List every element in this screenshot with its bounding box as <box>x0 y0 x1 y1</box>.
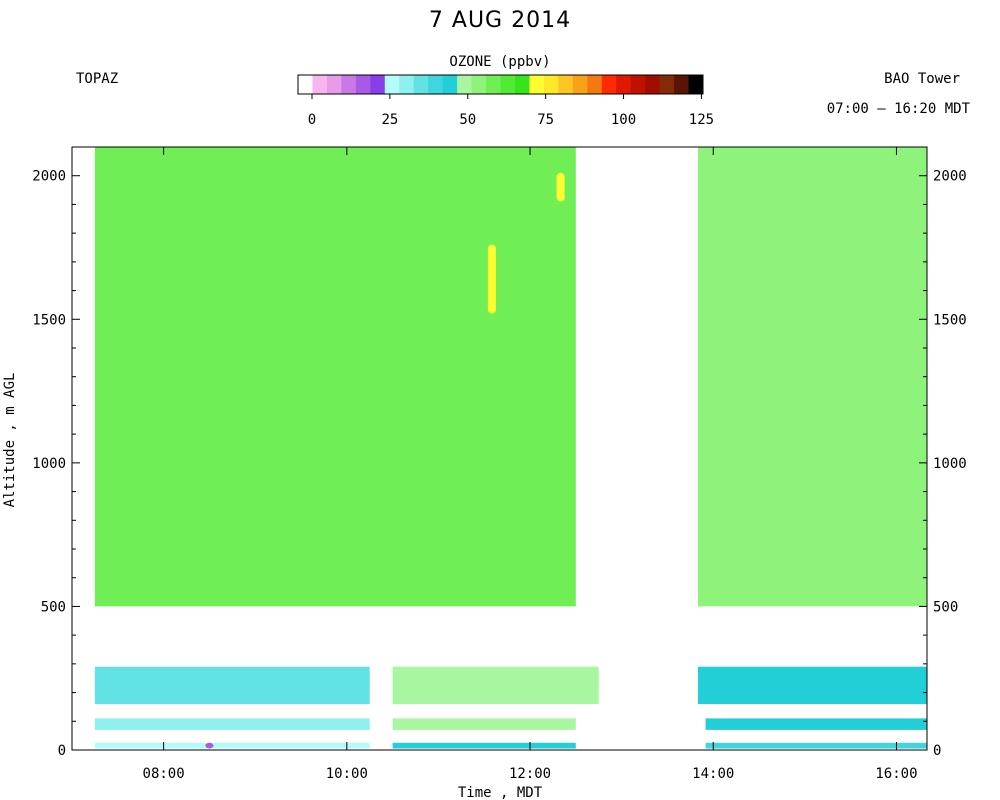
colorbar-swatch <box>543 75 559 94</box>
x-tick-label: 10:00 <box>326 766 368 782</box>
plot-border <box>71 146 928 751</box>
colorbar-swatch <box>630 75 646 94</box>
chart-title: 7 AUG 2014 <box>428 8 572 33</box>
colorbar-tick-label: 75 <box>537 112 554 128</box>
colorbar-swatch <box>514 75 530 94</box>
y-tick-label-right: 2000 <box>933 169 967 185</box>
colorbar-swatch <box>326 75 342 94</box>
colorbar-swatch <box>529 75 545 94</box>
instrument-label: TOPAZ <box>76 71 119 87</box>
ozone-block-tower-low-c <box>705 742 927 749</box>
colorbar-swatch <box>601 75 617 94</box>
colorbar-swatch <box>645 75 660 94</box>
ozone-block-tower-mid-c <box>705 718 927 730</box>
ozone-feature-high-ozone-patch-2 <box>556 172 565 202</box>
ozone-block-tower-mid-b <box>392 718 576 730</box>
colorbar-swatch <box>312 75 328 94</box>
colorbar-swatch <box>558 75 574 94</box>
ozone-block-tower-upper-c <box>698 666 927 704</box>
colorbar-swatch <box>486 75 501 94</box>
colorbar-swatch <box>471 75 487 94</box>
colorbar-swatch <box>428 75 444 94</box>
colorbar-swatch <box>500 75 516 94</box>
ozone-block-lidar-afternoon <box>698 147 927 607</box>
colorbar-swatch <box>572 75 588 94</box>
y-tick-label-left: 2000 <box>32 169 66 185</box>
ozone-feature-high-ozone-patch-1 <box>487 244 496 314</box>
y-axis-label: Altitude , m AGL <box>2 373 18 508</box>
ozone-block-tower-low-a <box>94 742 370 749</box>
axes: 0 0 500 500 1000 1000 1500 1500 2000 2000 08:00 10:… <box>32 147 967 782</box>
y-tick-label-right: 500 <box>933 599 958 615</box>
colorbar-swatch <box>674 75 689 94</box>
colorbar-swatch <box>370 75 386 94</box>
colorbar-frame <box>297 74 704 95</box>
ozone-block-tower-upper-b <box>392 666 599 704</box>
colorbar-tick-label: 0 <box>308 112 316 128</box>
ozone-block-tower-mid-a <box>94 718 370 730</box>
ozone-block-lidar-morning <box>94 147 576 607</box>
colorbar-tick-label: 125 <box>689 112 714 128</box>
ozone-block-tower-low-b <box>392 742 576 749</box>
x-tick-label: 14:00 <box>692 766 734 782</box>
colorbar-swatch <box>457 75 472 94</box>
colorbar-swatch <box>659 75 675 94</box>
colorbar-swatch <box>355 75 371 94</box>
colorbar-swatch <box>341 75 357 94</box>
x-tick-label: 12:00 <box>509 766 551 782</box>
colorbar-tick-label: 50 <box>459 112 476 128</box>
colorbar-tick-label: 100 <box>611 112 636 128</box>
ozone-feature-low-ozone-near-surface <box>205 742 214 749</box>
x-tick-label: 16:00 <box>875 766 917 782</box>
x-axis-label: Time , MDT <box>458 785 543 800</box>
site-label: BAO Tower <box>884 71 960 87</box>
colorbar-title: OZONE (ppbv) <box>449 54 551 70</box>
colorbar-swatch <box>384 75 400 94</box>
data-blocks <box>94 147 927 749</box>
colorbar-swatch <box>688 75 704 94</box>
y-tick-label-left: 1000 <box>32 456 66 472</box>
colorbar-swatch <box>298 75 313 94</box>
y-tick-label-left: 500 <box>41 599 66 615</box>
y-tick-label-left: 1500 <box>32 312 66 328</box>
colorbar-swatch <box>587 75 603 94</box>
ozone-block-tower-upper-a <box>94 666 370 704</box>
colorbar-swatch <box>616 75 632 94</box>
x-tick-label: 08:00 <box>143 766 185 782</box>
time-range-label: 07:00 – 16:20 MDT <box>826 101 970 117</box>
y-tick-label-right: 1000 <box>933 456 967 472</box>
colorbar-swatch <box>413 75 429 94</box>
y-tick-label-right: 1500 <box>933 312 967 328</box>
colorbar-swatch <box>442 75 458 94</box>
y-tick-label-left: 0 <box>58 743 66 759</box>
colorbar-tick-label: 25 <box>381 112 398 128</box>
colorbar: 0 25 50 75 100 125 <box>297 74 714 128</box>
plot-frame <box>71 146 928 751</box>
colorbar-swatch <box>399 75 415 94</box>
y-tick-label-right: 0 <box>933 743 941 759</box>
